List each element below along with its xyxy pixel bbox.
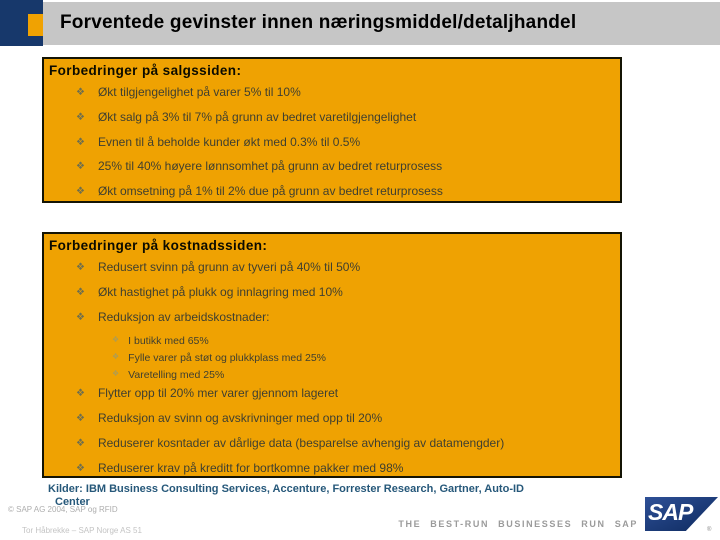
list-item: ❖ Reduserer kosntader av dårlige data (b… [76, 435, 610, 451]
list-item: ❖ Økt salg på 3% til 7% på grunn av bedr… [76, 109, 610, 125]
page-title: Forventede gevinster innen næringsmiddel… [60, 12, 577, 33]
sap-tagline: THE BEST-RUN BUSINESSES RUN SAP [398, 519, 638, 529]
diamond-bullet-icon: ❖ [76, 462, 85, 474]
cost-bullet-list-continued: ❖ Flytter opp til 20% mer varer gjennom … [44, 386, 620, 476]
diamond-bullet-icon: ❖ [76, 311, 85, 323]
sub-bullet-text: Fylle varer på støt og plukkplass med 25… [128, 351, 327, 364]
bullet-text: Økt hastighet på plukk og innlagring med… [97, 284, 343, 299]
bullet-text: 25% til 40% høyere lønnsomhet på grunn a… [97, 159, 443, 174]
author-slide-number: Tor Håbrekke – SAP Norge AS 51 [22, 526, 142, 535]
sub-list-item: ❖ Fylle varer på støt og plukkplass med … [112, 352, 620, 365]
bullet-text: Reduksjon av svinn og avskrivninger med … [97, 410, 383, 425]
diamond-bullet-icon: ❖ [112, 335, 120, 345]
labor-cost-sub-list: ❖ I butikk med 65% ❖ Fylle varer på støt… [44, 335, 620, 387]
list-item: ❖ Reduksjon av svinn og avskrivninger me… [76, 410, 610, 426]
list-item: ❖ Flytter opp til 20% mer varer gjennom … [76, 386, 610, 401]
diamond-bullet-icon: ❖ [76, 412, 85, 424]
list-item: ❖ 25% til 40% høyere lønnsomhet på grunn… [76, 160, 610, 174]
diamond-bullet-icon: ❖ [76, 161, 85, 173]
list-item: ❖ Økt tilgjengelighet på varer 5% til 10… [76, 85, 610, 100]
diamond-bullet-icon: ❖ [76, 186, 85, 198]
list-item: ❖ Evnen til å beholde kunder økt med 0.3… [76, 134, 610, 150]
list-item: ❖ Reduserer krav på kreditt for bortkomn… [76, 460, 610, 476]
sub-list-item: ❖ I butikk med 65% [112, 335, 620, 348]
diamond-bullet-icon: ❖ [76, 136, 85, 148]
diamond-bullet-icon: ❖ [112, 351, 120, 361]
diamond-bullet-icon: ❖ [76, 111, 85, 123]
list-item: ❖ Økt hastighet på plukk og innlagring m… [76, 284, 610, 300]
sub-list-item: ❖ Varetelling med 25% [112, 369, 620, 382]
sources-line-1: Kilder: IBM Business Consulting Services… [48, 483, 524, 495]
diamond-bullet-icon: ❖ [112, 368, 120, 378]
title-band [43, 2, 720, 45]
sales-bullet-list: ❖ Økt tilgjengelighet på varer 5% til 10… [44, 78, 620, 199]
diamond-bullet-icon: ❖ [76, 437, 85, 449]
bullet-text: Reduserer kosntader av dårlige data (bes… [97, 435, 505, 450]
list-item: ❖ Redusert svinn på grunn av tyveri på 4… [76, 260, 610, 275]
diamond-bullet-icon: ❖ [76, 286, 85, 298]
copyright-text: © SAP AG 2004, SAP og RFID [8, 505, 118, 514]
bullet-text: Økt salg på 3% til 7% på grunn av bedret… [97, 109, 417, 124]
list-item: ❖ Økt omsetning på 1% til 2% due på grun… [76, 184, 610, 199]
cost-improvements-box: Forbedringer på kostnadssiden: ❖ Reduser… [42, 232, 622, 478]
bullet-text: Evnen til å beholde kunder økt med 0.3% … [97, 134, 361, 149]
bullet-text: Flytter opp til 20% mer varer gjennom la… [97, 386, 339, 401]
sources-note: Kilder: IBM Business Consulting Services… [48, 483, 648, 509]
diamond-bullet-icon: ❖ [76, 87, 85, 98]
sources-line-2: Center [55, 496, 90, 509]
sap-logo: SAP [645, 497, 718, 531]
cost-bullet-list: ❖ Redusert svinn på grunn av tyveri på 4… [44, 253, 620, 324]
bullet-text: Redusert svinn på grunn av tyveri på 40%… [97, 260, 361, 274]
sub-bullet-text: Varetelling med 25% [128, 368, 225, 381]
bullet-text: Reduksjon av arbeidskostnader: [97, 309, 270, 324]
bullet-text: Reduserer krav på kreditt for bortkomne … [97, 460, 404, 475]
sales-box-heading: Forbedringer på salgssiden: [49, 63, 242, 78]
diamond-bullet-icon: ❖ [76, 388, 85, 400]
list-item: ❖ Reduksjon av arbeidskostnader: [76, 309, 610, 325]
bullet-text: Økt omsetning på 1% til 2% due på grunn … [97, 184, 443, 199]
sub-bullet-text: I butikk med 65% [128, 335, 209, 348]
registered-trademark-icon: ® [707, 527, 712, 533]
cost-box-heading: Forbedringer på kostnadssiden: [49, 238, 268, 253]
diamond-bullet-icon: ❖ [76, 262, 85, 273]
orange-accent-square [28, 14, 43, 36]
bullet-text: Økt tilgjengelighet på varer 5% til 10% [97, 85, 301, 99]
sales-improvements-box: Forbedringer på salgssiden: ❖ Økt tilgje… [42, 57, 622, 203]
